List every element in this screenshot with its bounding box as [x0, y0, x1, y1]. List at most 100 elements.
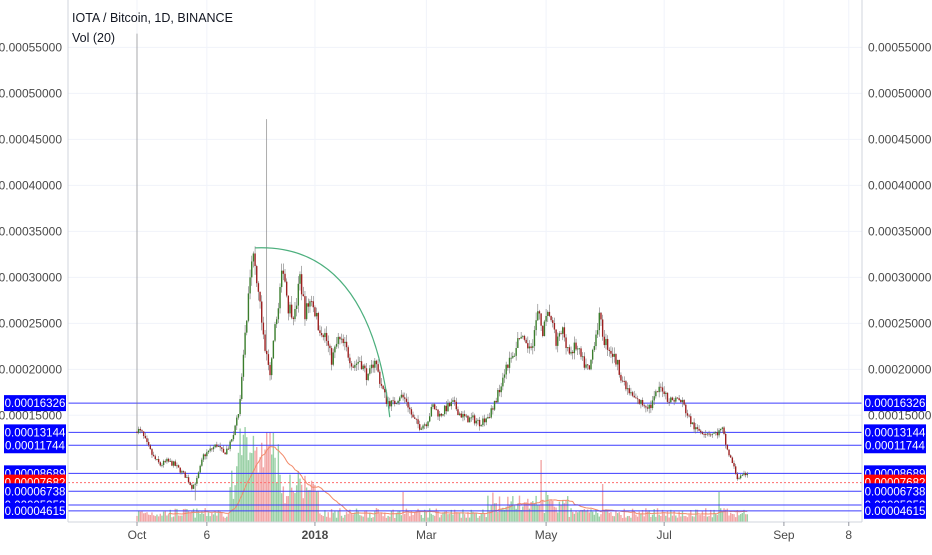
volume-bar — [721, 511, 724, 522]
candle-body — [397, 400, 399, 404]
volume-bar — [164, 511, 166, 522]
candle-body — [537, 311, 539, 321]
candle-body — [591, 349, 594, 360]
candle-body — [487, 417, 489, 419]
candle-body — [457, 409, 459, 416]
candle-body — [309, 301, 311, 307]
candle-body — [713, 432, 715, 434]
volume-bar — [741, 512, 744, 522]
candle-body — [340, 338, 343, 340]
candle-body — [680, 399, 682, 403]
candle-body — [214, 444, 216, 448]
volume-bar — [409, 516, 411, 522]
candle-body — [498, 389, 501, 393]
candle-body — [330, 348, 333, 365]
level-label-box-right — [864, 424, 926, 441]
candle-body — [520, 336, 522, 339]
candle-body — [392, 400, 394, 402]
candle-body — [690, 416, 692, 425]
level-label-right: 0.00004615 — [865, 506, 926, 518]
volume-bar — [485, 517, 487, 522]
candle-body — [626, 388, 629, 390]
volume-bar — [211, 512, 213, 522]
candle-body — [586, 364, 589, 366]
candle-body — [458, 413, 461, 416]
candle-body — [162, 460, 165, 465]
volume-bar — [159, 513, 161, 522]
candle-body — [405, 398, 408, 402]
volume-bar — [428, 508, 431, 522]
volume-bar — [495, 503, 497, 522]
volume-bar — [197, 510, 200, 522]
volume-bar — [573, 513, 576, 522]
volume-bar — [364, 510, 366, 522]
candle-body — [645, 406, 647, 408]
volume-bar — [505, 506, 507, 522]
volume-bar — [626, 516, 629, 522]
candle-body — [530, 346, 532, 348]
volume-bar — [277, 444, 280, 522]
volume-bar — [731, 513, 734, 522]
candle-body — [287, 295, 290, 314]
volume-bar — [237, 452, 240, 522]
level-label-left: 0.00013144 — [5, 427, 66, 439]
volume-bar — [139, 511, 142, 522]
volume-bar — [715, 513, 717, 522]
y-tick-label-left: 0.00020000 — [0, 362, 62, 376]
volume-bar — [137, 510, 140, 522]
candle-body — [156, 459, 158, 460]
candle-body — [262, 322, 265, 335]
candle-body — [685, 404, 687, 414]
candle-body — [355, 363, 358, 366]
candle-body — [455, 401, 457, 410]
candle-body — [272, 340, 275, 359]
volume-bar — [620, 514, 622, 522]
volume-bar — [417, 508, 419, 522]
candle-body — [675, 397, 677, 402]
x-tick-label: 2018 — [302, 528, 329, 542]
volume-bar — [222, 516, 225, 522]
candle-body — [202, 454, 205, 460]
volume-bar — [387, 515, 389, 522]
volume-bar — [708, 515, 710, 522]
y-tick-label-left: 0.00050000 — [0, 86, 62, 100]
candle-body — [400, 394, 403, 398]
candle-body — [216, 444, 218, 447]
volume-bar — [460, 517, 462, 522]
volume-bar — [194, 517, 196, 522]
candle-body — [696, 427, 699, 429]
volume-bar — [452, 514, 454, 522]
volume-bar — [404, 513, 406, 522]
volume-bar — [297, 471, 300, 522]
volume-bar — [322, 516, 324, 522]
candle-body — [733, 463, 735, 467]
candle-body — [505, 364, 507, 375]
candle-body — [261, 301, 263, 323]
volume-bar — [344, 514, 346, 522]
candle-body — [310, 301, 313, 303]
candle-body — [693, 422, 695, 430]
candle-body — [596, 330, 599, 335]
volume-bar — [673, 510, 675, 522]
candle-body — [570, 351, 572, 354]
candle-body — [164, 460, 166, 462]
volume-bar — [567, 496, 569, 522]
volume-bar — [695, 509, 697, 522]
volume-bar — [665, 515, 667, 522]
level-label-right: 0.00006738 — [865, 486, 926, 498]
volume-bar — [199, 513, 201, 522]
volume-bar — [236, 466, 238, 522]
candle-body — [475, 420, 477, 424]
volume-bar — [332, 512, 334, 522]
volume-bar — [585, 510, 587, 522]
volume-bar — [723, 508, 725, 522]
candle-body — [540, 313, 542, 326]
volume-bar — [414, 512, 416, 522]
candle-body — [583, 356, 586, 368]
volume-bar — [319, 513, 321, 522]
candle-body — [472, 415, 474, 418]
candle-body — [663, 391, 665, 394]
candle-body — [354, 365, 356, 368]
volume-bar — [152, 515, 155, 522]
volume-bar — [201, 511, 203, 522]
